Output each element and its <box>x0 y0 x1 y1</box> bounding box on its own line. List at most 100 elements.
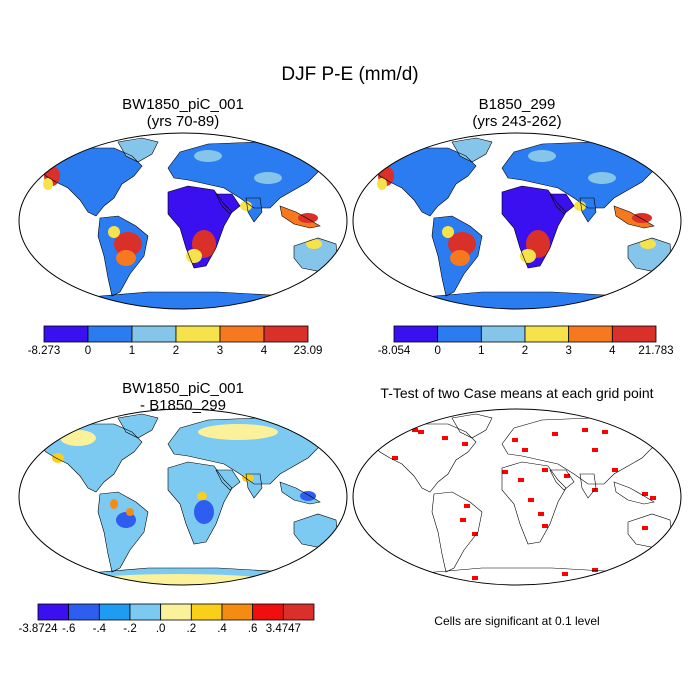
significant-cell-8 <box>542 468 548 472</box>
panel-3-colorbar <box>37 603 315 621</box>
colorbar-label: 4 <box>260 345 268 357</box>
significant-cell-6 <box>602 430 608 434</box>
colorbar-box-5 <box>611 325 657 343</box>
colorbar-box-2 <box>98 603 131 621</box>
colorbar-box-1 <box>87 325 133 343</box>
value-region-9 <box>254 172 282 184</box>
diff-region-7 <box>52 453 64 463</box>
value-region-1 <box>43 178 53 190</box>
panel-1-title: BW1850_piC_001 (yrs 70-89) <box>18 96 348 130</box>
panel-2-colorbar-labels: -8.054 0 1 2 3 4 21.783 <box>378 345 674 361</box>
coast-india <box>245 473 263 499</box>
panel-3-title-line1: BW1850_piC_001 <box>122 380 244 397</box>
colorbar-label: 2 <box>172 345 180 357</box>
colorbar-box-0 <box>37 603 70 621</box>
panel-2-colorbar <box>393 325 657 343</box>
diff-region-10 <box>242 474 254 482</box>
coast-arabia <box>549 193 575 215</box>
coast-seasia <box>279 481 321 505</box>
value-region-3 <box>450 250 470 266</box>
colorbar-box-5 <box>263 325 309 343</box>
coast-greenland <box>117 413 159 439</box>
colorbar-box-8 <box>282 603 315 621</box>
colorbar-label: 0 <box>84 345 92 357</box>
colorbar-label: 3.4747 <box>265 623 301 635</box>
colorbar-label: .2 <box>186 623 197 635</box>
coast-southamerica <box>97 215 149 297</box>
value-region-8 <box>194 150 222 162</box>
map-border <box>18 132 348 310</box>
significant-cell-4 <box>552 432 558 436</box>
significant-cell-1 <box>418 430 424 434</box>
coast-india <box>245 197 263 223</box>
value-region-1 <box>377 178 387 190</box>
coast-arabia <box>215 469 241 491</box>
value-region-2 <box>448 232 476 256</box>
panel-2-map <box>352 132 682 310</box>
colorbar-box-4 <box>160 603 192 621</box>
colorbar-label: 4 <box>609 345 616 357</box>
coast-seasia <box>613 481 655 505</box>
significant-cell-10 <box>528 498 534 502</box>
coast-southamerica <box>431 215 483 297</box>
colorbar-box-3 <box>175 325 221 343</box>
significant-cell-21 <box>612 468 618 472</box>
land-northamerica <box>40 148 142 216</box>
coast-australia <box>627 513 673 549</box>
figure-title: DJF P-E (mm/d) <box>281 64 419 85</box>
significant-cell-24 <box>432 578 438 582</box>
significant-cell-25 <box>472 576 478 580</box>
land-arabia <box>550 194 574 214</box>
coast-greenland <box>451 413 493 439</box>
coast-northamerica <box>373 423 477 493</box>
significant-cell-15 <box>472 532 478 536</box>
diff-region-1 <box>198 424 278 440</box>
value-region-9 <box>588 172 616 184</box>
significant-cell-13 <box>460 518 466 522</box>
significant-cell-18 <box>650 496 656 500</box>
diff-region-6 <box>197 492 207 500</box>
coast-southamerica <box>97 491 149 573</box>
panel-3-colorbar-labels: -3.8724 -.6 -.4 -.2 .0 .2 .4 .6 3.4747 <box>18 623 314 639</box>
value-region-4 <box>108 226 120 238</box>
significant-cell-27 <box>592 568 598 572</box>
panel-2-title-line1: B1850_299 <box>478 96 556 113</box>
value-region-4 <box>442 226 454 238</box>
colorbar-box-6 <box>221 603 254 621</box>
coast-northamerica <box>39 147 143 217</box>
colorbar-box-3 <box>524 325 570 343</box>
map-border <box>18 408 348 586</box>
coast-eurasia <box>167 141 327 209</box>
panel-4-map <box>352 408 682 586</box>
colorbar-label: -8.273 <box>27 345 61 357</box>
significance-note: Cells are significant at 0.1 level <box>434 614 600 628</box>
map-border <box>352 408 682 586</box>
panel-2-title: B1850_299 (yrs 243-262) <box>352 96 682 130</box>
colorbar-box-1 <box>68 603 100 621</box>
significant-cell-20 <box>592 488 598 492</box>
value-region-12 <box>574 201 586 211</box>
significant-cell-0 <box>412 428 418 432</box>
colorbar-box-1 <box>437 325 482 343</box>
colorbar-label: 21.783 <box>638 345 674 357</box>
significant-cell-7 <box>592 448 598 452</box>
coast-northamerica <box>39 423 143 493</box>
coast-africa <box>501 185 567 269</box>
value-region-10 <box>632 213 652 223</box>
coast-seasia <box>279 205 321 229</box>
significant-cell-5 <box>582 428 588 432</box>
value-region-6 <box>186 249 202 263</box>
land-arabia <box>216 194 240 214</box>
colorbar-label: .6 <box>247 623 258 635</box>
significant-cell-3 <box>462 442 468 446</box>
colorbar-label: .0 <box>155 623 166 635</box>
value-region-6 <box>520 249 536 263</box>
colorbar-box-0 <box>43 325 89 343</box>
significant-cell-11 <box>538 512 544 516</box>
value-region-7 <box>174 194 202 210</box>
colorbar-label: -.6 <box>61 623 76 635</box>
colorbar-box-4 <box>568 325 613 343</box>
colorbar-label: 1 <box>478 345 485 357</box>
value-region-11 <box>306 239 322 249</box>
value-region-12 <box>240 201 252 211</box>
